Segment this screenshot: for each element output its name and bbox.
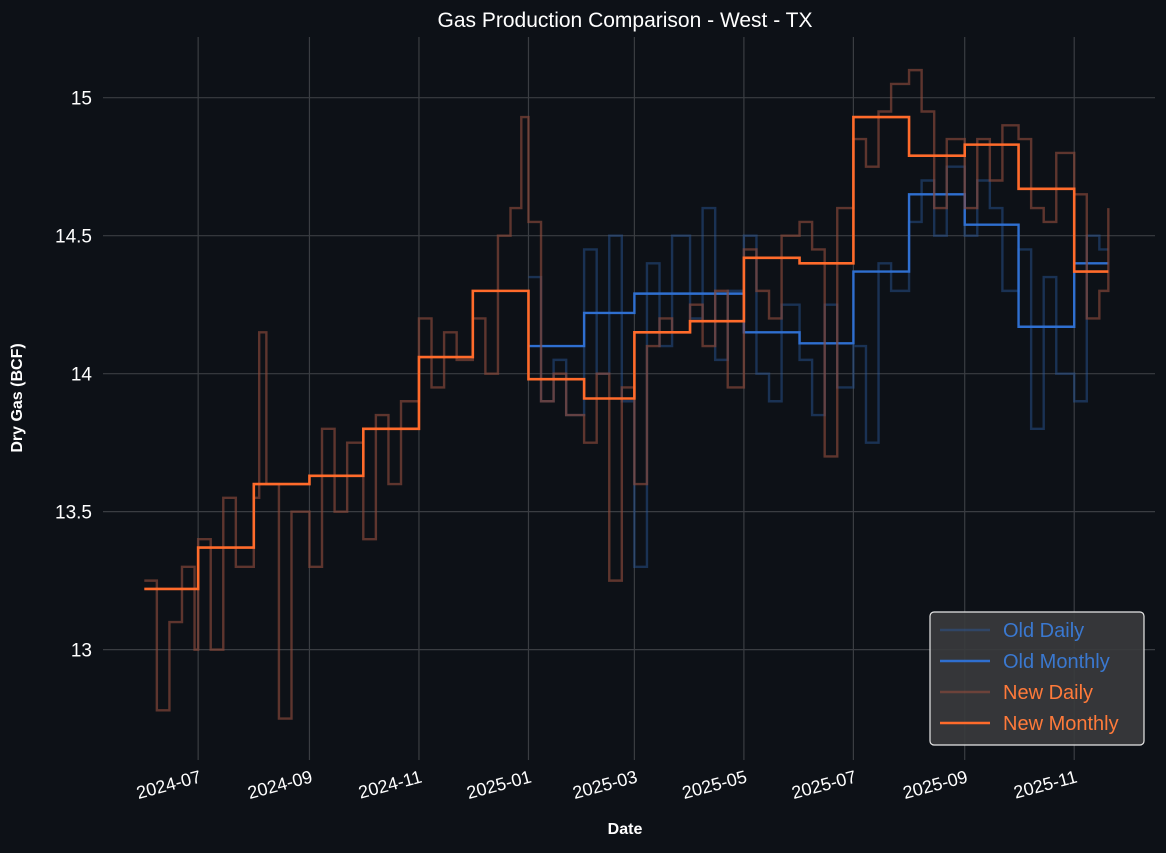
y-tick-label: 14 (71, 365, 93, 386)
chart-title: Gas Production Comparison - West - TX (437, 9, 812, 32)
legend-label: Old Monthly (1003, 651, 1110, 673)
series-old-monthly (528, 193, 1109, 348)
y-axis-ticks: 13 13.5 14 14.5 15 (55, 89, 92, 662)
y-tick-label: 13 (71, 641, 92, 662)
legend-label: Old Daily (1003, 620, 1084, 642)
y-axis-label: Dry Gas (BCF) (9, 343, 26, 452)
x-axis-label: Date (608, 821, 643, 838)
legend-label: New Daily (1003, 682, 1093, 704)
series-new-daily (144, 68, 1110, 720)
series-old-daily (528, 165, 1109, 569)
legend-label: New Monthly (1003, 713, 1119, 735)
series-new-monthly (144, 115, 1109, 591)
legend: Old Daily Old Monthly New Daily New Monthly (929, 611, 1145, 746)
y-tick-label: 13.5 (55, 503, 92, 524)
y-tick-label: 15 (71, 89, 92, 110)
y-tick-label: 14.5 (55, 227, 92, 248)
legend-box (929, 611, 1145, 746)
series-layer (144, 68, 1110, 720)
